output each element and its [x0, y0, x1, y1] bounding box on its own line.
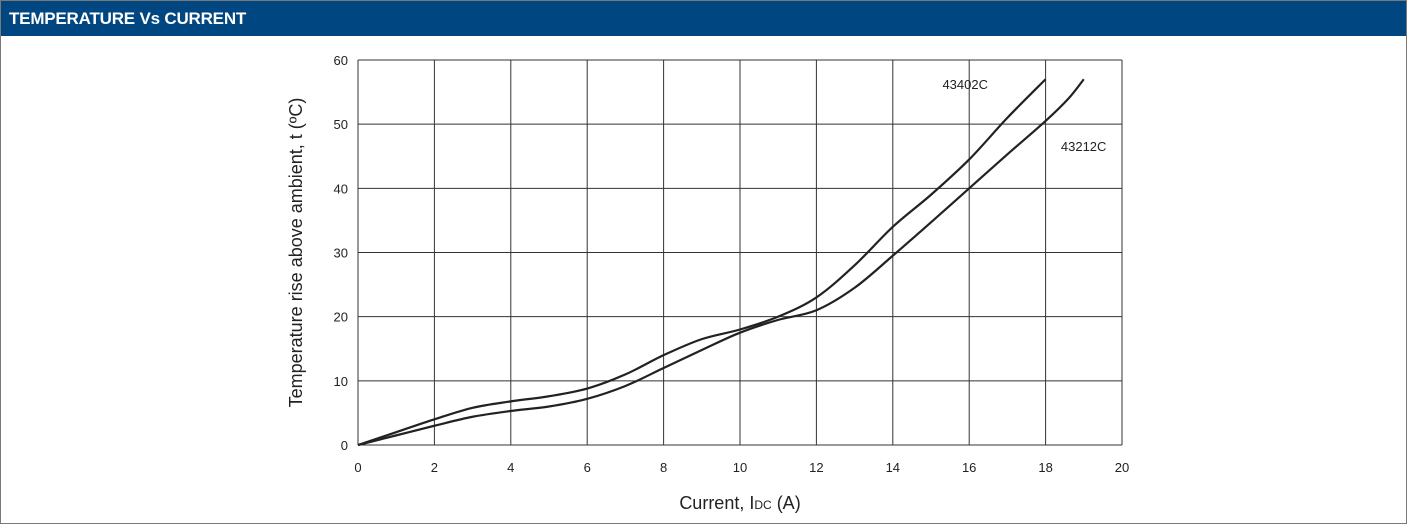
y-tick-label: 50 — [334, 117, 348, 132]
y-axis-label: Temperature rise above ambient, t (ºC) — [286, 98, 306, 408]
chart-title: TEMPERATURE Vs CURRENT — [9, 9, 247, 28]
x-tick-label: 16 — [962, 460, 976, 475]
x-tick-label: 6 — [584, 460, 591, 475]
x-tick-label: 18 — [1038, 460, 1052, 475]
y-tick-label: 30 — [334, 246, 348, 261]
x-tick-label: 20 — [1115, 460, 1129, 475]
grid-lines — [357, 59, 1123, 446]
x-tick-label: 8 — [660, 460, 667, 475]
series-label-43212C: 43212C — [1061, 139, 1107, 154]
x-tick-label: 2 — [431, 460, 438, 475]
x-tick-label: 0 — [354, 460, 361, 475]
x-tick-label: 4 — [507, 460, 514, 475]
y-tick-label: 10 — [334, 374, 348, 389]
y-tick-label: 0 — [341, 438, 348, 453]
x-tick-labels: 0 2 4 6 8 10 12 14 16 18 20 — [354, 460, 1129, 475]
x-tick-label: 12 — [809, 460, 823, 475]
y-tick-label: 40 — [334, 181, 348, 196]
x-axis-label: Current, IDC (A) — [679, 493, 800, 513]
series-line-43212C — [357, 78, 1085, 447]
series-lines — [357, 78, 1085, 447]
x-tick-label: 14 — [886, 460, 900, 475]
y-tick-label: 20 — [334, 310, 348, 325]
x-axis-label-main: Current, I — [679, 493, 754, 513]
series-label-43402C: 43402C — [942, 77, 988, 92]
series-line-43402C — [357, 78, 1047, 447]
y-tick-labels: 0 10 20 30 40 50 60 — [334, 53, 348, 453]
y-tick-label: 60 — [334, 53, 348, 68]
title-bar: TEMPERATURE Vs CURRENT — [1, 1, 1406, 36]
x-axis-label-subscript: DC — [754, 498, 772, 512]
x-axis-label-unit: (A) — [772, 493, 801, 513]
x-tick-label: 10 — [733, 460, 747, 475]
